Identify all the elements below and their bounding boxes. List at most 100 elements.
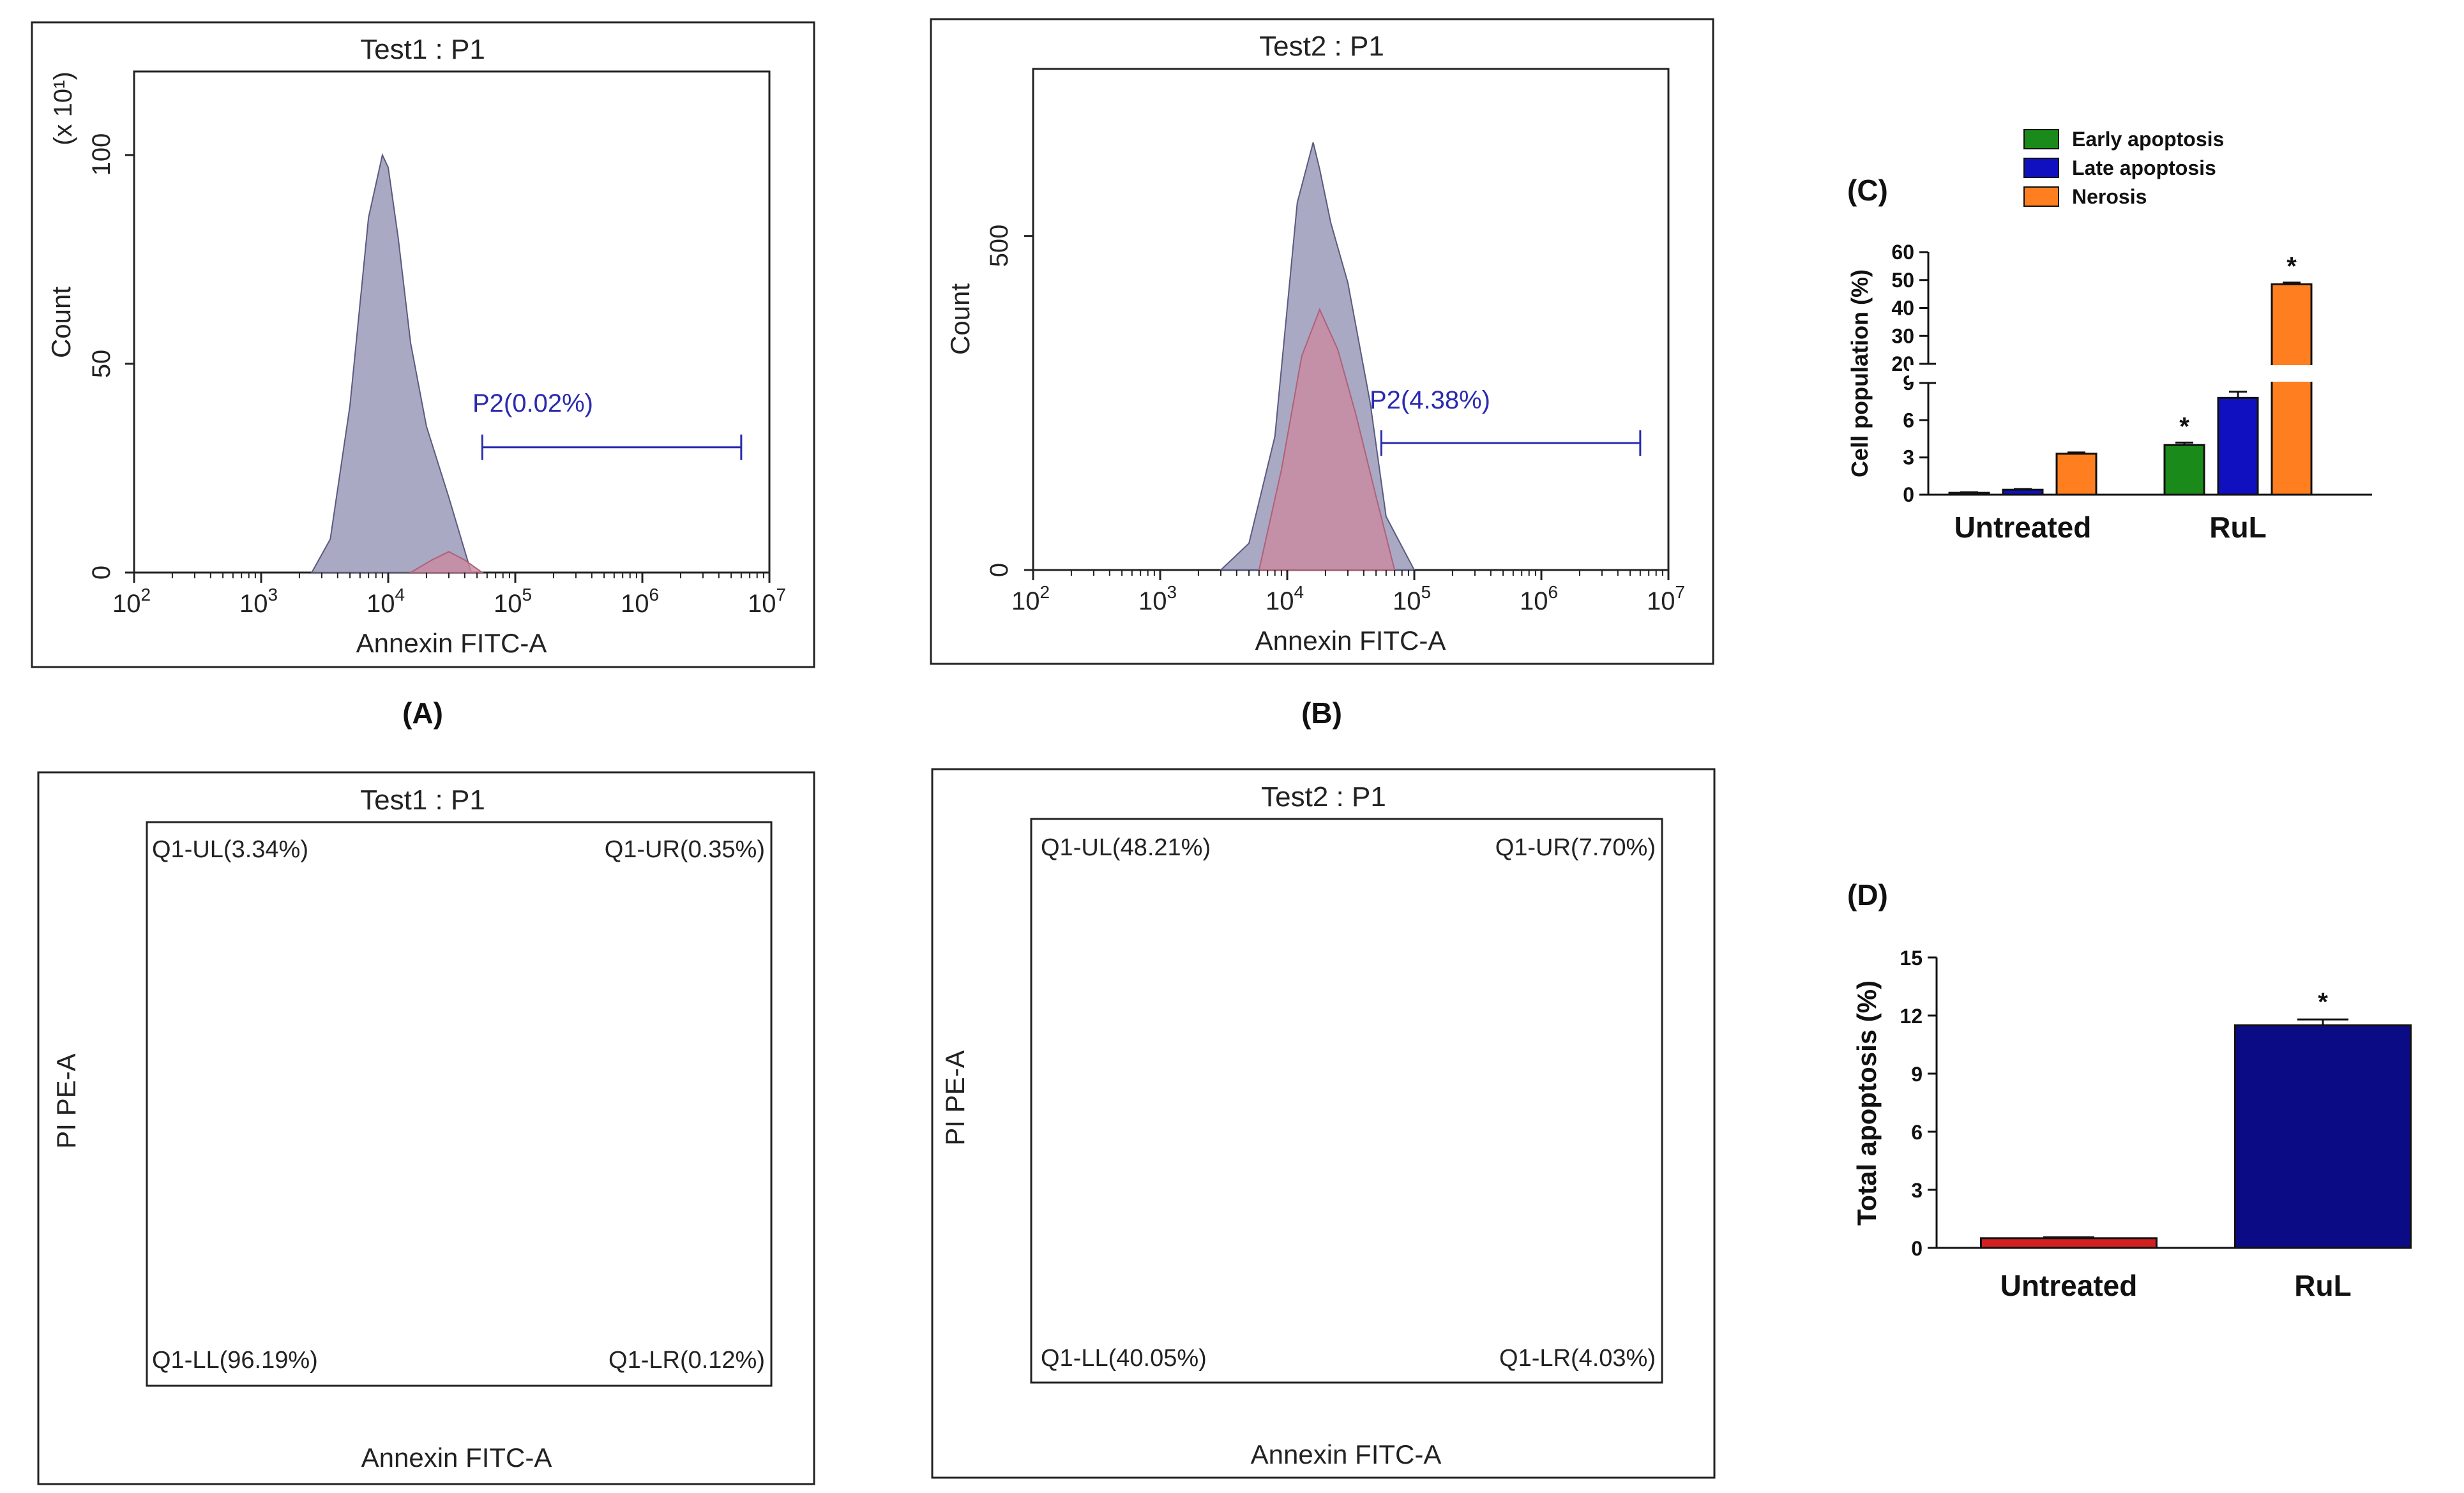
panel-a-label: (A) bbox=[402, 696, 443, 730]
panel-b-gate-label: P2(4.38%) bbox=[1370, 386, 1490, 414]
scatter-1-x-axis-label: Annexin FITC-A bbox=[361, 1443, 552, 1473]
d-y-tick-label: 15 bbox=[1900, 947, 1923, 970]
panel-a-x-axis-label: Annexin FITC-A bbox=[356, 628, 547, 658]
d-y-tick-label: 0 bbox=[1911, 1237, 1923, 1260]
scatter-2-quadrant-ll: Q1-LL(40.05%) bbox=[1041, 1345, 1207, 1372]
legend-label-2: Nerosis bbox=[2072, 185, 2147, 208]
A-x-tick-exponent: 2 bbox=[140, 585, 151, 604]
scatter-2-x-axis-label: Annexin FITC-A bbox=[1251, 1439, 1442, 1469]
scatter-1-quadrant-ll: Q1-LL(96.19%) bbox=[152, 1347, 318, 1374]
panel-b-title: Test2 : P1 bbox=[1259, 31, 1384, 62]
d-category-label: Untreated bbox=[2000, 1269, 2138, 1302]
scatter-2-title: Test2 : P1 bbox=[1261, 781, 1386, 813]
panel-b-y-tick: 500 bbox=[985, 225, 1013, 267]
scatter-1-y-axis-label: PI PE-A bbox=[51, 1053, 81, 1148]
panel-a-marks bbox=[310, 153, 743, 573]
A-series-0-area bbox=[310, 153, 472, 573]
panel-b-x-axis-label: Annexin FITC-A bbox=[1255, 626, 1446, 656]
panel-c-legend: Early apoptosis Late apoptosis Nerosis bbox=[2023, 128, 2224, 208]
c-y-tick-label: 40 bbox=[1891, 297, 1914, 320]
d-y-tick-label: 3 bbox=[1911, 1179, 1923, 1202]
c-y-tick-label: 50 bbox=[1891, 269, 1914, 292]
c-significance-star: * bbox=[2286, 253, 2297, 281]
B-x-tick-exponent: 2 bbox=[1039, 582, 1050, 602]
c-axis-break-gap bbox=[1909, 365, 2375, 382]
B-x-tick-exponent: 7 bbox=[1675, 582, 1685, 602]
c-y-tick-label: 0 bbox=[1903, 483, 1914, 506]
scatter-1-quadrant-lr: Q1-LR(0.12%) bbox=[608, 1347, 765, 1374]
c-bar-nerosis bbox=[2055, 453, 2097, 496]
d-y-tick-label: 6 bbox=[1911, 1121, 1923, 1144]
panel-a-histogram: Test1 : P1 102 103 104 105 106 107 Annexin FI… bbox=[31, 21, 815, 668]
d-bar-rul bbox=[2234, 1024, 2412, 1249]
A-x-tick-exponent: 7 bbox=[776, 585, 786, 604]
legend-label-0: Early apoptosis bbox=[2072, 128, 2224, 151]
scatter-2-plot-area bbox=[1030, 818, 1663, 1384]
c-significance-star: * bbox=[2179, 412, 2189, 440]
c-bar-nerosis bbox=[2271, 283, 2313, 496]
panel-d-bar-chart: (D) Total apoptosis (%) 0 3 6 9 12 15 Untreate… bbox=[1847, 878, 2412, 1302]
panel-a-y-axis-label: Count bbox=[46, 287, 76, 358]
A-x-tick-exponent: 4 bbox=[395, 585, 405, 604]
B-x-tick-label: 104 bbox=[1266, 582, 1304, 615]
panel-c-bar-chart: (C) Early apoptosis Late apoptosis Nerosis… bbox=[1847, 128, 2375, 544]
c-bar-early-apoptosis bbox=[2163, 444, 2205, 496]
panel-b-y-tick: 0 bbox=[985, 563, 1013, 577]
panel-a-y-tick: 100 bbox=[87, 133, 116, 176]
panel-a-y-tick: 0 bbox=[87, 566, 116, 580]
panel-b-histogram: Test2 : P1 102 103 104 105 106 107 Annexin FI… bbox=[930, 18, 1714, 665]
panel-d-y-axis-label: Total apoptosis (%) bbox=[1852, 980, 1882, 1226]
d-bar-untreated bbox=[1980, 1237, 2158, 1249]
scatter-2-frame bbox=[931, 768, 1716, 1479]
scatter-2-panel: Test2 : P1 Annexin FITC-A PI PE-A Q1-UL(… bbox=[931, 768, 1716, 1479]
d-category-label: RuL bbox=[2294, 1269, 2351, 1302]
panel-b-label: (B) bbox=[1301, 696, 1342, 730]
d-y-tick-label: 12 bbox=[1900, 1005, 1923, 1028]
c-y-tick-label: 30 bbox=[1891, 324, 1914, 347]
legend-label-1: Late apoptosis bbox=[2072, 156, 2216, 179]
A-x-tick-exponent: 5 bbox=[522, 585, 532, 604]
scatter-2-quadrant-ur: Q1-UR(7.70%) bbox=[1495, 834, 1656, 861]
panel-c-label: (C) bbox=[1847, 174, 1888, 207]
legend-swatch bbox=[2023, 158, 2059, 178]
A-series-1-area bbox=[408, 551, 485, 573]
B-series-1-area bbox=[1258, 308, 1396, 571]
c-y-tick-label: 6 bbox=[1903, 409, 1914, 431]
panel-b-y-axis-label: Count bbox=[945, 283, 975, 355]
c-y-tick-label: 60 bbox=[1891, 241, 1914, 264]
panel-d-marks: 0 3 6 9 12 15 Untreated * RuL bbox=[1900, 947, 2412, 1302]
c-category-label: Untreated bbox=[1954, 511, 2092, 544]
scatter-1-frame bbox=[37, 771, 815, 1485]
panel-a-y-exponent: (x 10¹) bbox=[49, 71, 77, 146]
B-x-tick-exponent: 4 bbox=[1294, 582, 1304, 602]
scatter-1-quadrant-ul: Q1-UL(3.34%) bbox=[152, 836, 308, 863]
scatter-1-plot-area bbox=[146, 821, 773, 1387]
A-x-tick-exponent: 6 bbox=[649, 585, 659, 604]
legend-swatch bbox=[2023, 186, 2059, 207]
c-bar-late-apoptosis bbox=[2217, 396, 2259, 496]
legend-swatch bbox=[2023, 129, 2059, 149]
scatter-2-quadrant-ul: Q1-UL(48.21%) bbox=[1041, 834, 1211, 861]
panel-a-title: Test1 : P1 bbox=[360, 34, 485, 65]
scatter-2-y-axis-label: PI PE-A bbox=[940, 1050, 970, 1145]
panel-a-y-tick: 50 bbox=[87, 350, 116, 379]
B-x-tick-exponent: 5 bbox=[1421, 582, 1431, 602]
A-x-tick-exponent: 3 bbox=[268, 585, 278, 604]
panel-d-label: (D) bbox=[1847, 878, 1888, 912]
B-x-tick-exponent: 3 bbox=[1167, 582, 1177, 602]
d-y-tick-label: 9 bbox=[1911, 1063, 1923, 1086]
d-significance-star: * bbox=[2318, 988, 2328, 1016]
scatter-1-panel: Test1 : P1 Annexin FITC-A PI PE-A Q1-UL(… bbox=[37, 771, 815, 1485]
panel-c-y-axis-label: Cell population (%) bbox=[1847, 269, 1873, 477]
c-bar-late-apoptosis bbox=[2002, 488, 2044, 496]
panel-a-gate-label: P2(0.02%) bbox=[472, 389, 593, 417]
c-y-tick-label: 3 bbox=[1903, 446, 1914, 469]
c-category-label: RuL bbox=[2209, 511, 2266, 544]
scatter-1-title: Test1 : P1 bbox=[360, 784, 485, 816]
panel-b-marks bbox=[1219, 142, 1642, 571]
B-x-tick-exponent: 6 bbox=[1548, 582, 1558, 602]
scatter-1-quadrant-ur: Q1-UR(0.35%) bbox=[605, 836, 765, 863]
scatter-2-quadrant-lr: Q1-LR(4.03%) bbox=[1499, 1345, 1656, 1372]
